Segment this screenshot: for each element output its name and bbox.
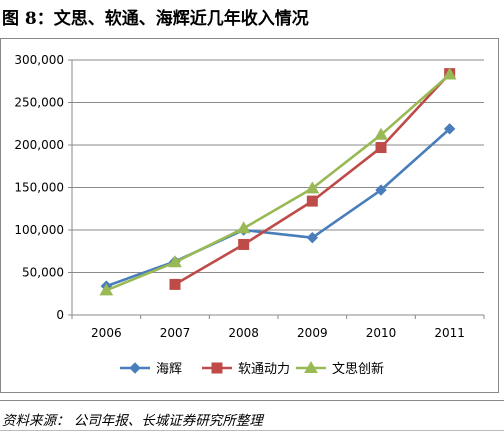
data-point [99,283,114,296]
data-point [305,181,320,194]
figure-title: 图 8：文思、软通、海辉近几年收入情况 [2,9,309,29]
y-tick-label: 250,000 [14,96,64,110]
y-tick-label: 0 [56,308,64,322]
x-tick-label: 2006 [91,326,122,340]
data-point [443,123,456,135]
data-point [169,278,181,290]
data-point [306,231,319,244]
chart-area: 0 50,000 100,000 150,000 200,000 250,000 300,0… [0,38,500,394]
data-point [168,255,182,268]
x-tick-label: 2010 [366,326,397,340]
data-point [442,67,457,80]
series-3 [99,67,457,296]
legend-label: 海辉 [156,362,182,377]
x-tick-label: 2007 [160,326,191,340]
legend-swatch-marker [304,360,318,373]
x-tick-label: 2011 [434,326,465,340]
series-line [105,127,451,288]
y-tick-label: 300,000 [14,53,64,67]
data-point [375,142,387,154]
line-chart: 0 50,000 100,000 150,000 200,000 250,000 300,0… [0,38,499,393]
y-tick-label: 200,000 [14,138,64,152]
legend-label: 文思创新 [332,361,384,377]
y-tick-label: 150,000 [14,181,64,195]
source-note: 资料来源： 公司年报、长城证券研究所整理 [2,413,263,429]
y-tick-label: 100,000 [14,223,64,237]
series-line [105,73,451,292]
data-point [375,184,387,196]
series-2 [169,68,456,290]
chart-border [0,38,499,393]
x-tick-label: 2009 [297,326,328,340]
legend-label: 软通动力 [238,362,290,377]
data-point [374,127,388,140]
divider-line [0,400,504,401]
data-point [306,195,318,207]
bottom-divider-line [0,430,504,431]
legend-swatch-marker [129,362,141,374]
x-tick-label: 2008 [228,326,259,340]
legend-item: 文思创新 [296,360,384,377]
y-tick-label: 50,000 [22,266,64,280]
legend-swatch-marker [211,362,223,374]
data-point [236,221,251,234]
data-point [238,238,250,250]
legend-item: 软通动力 [202,362,290,377]
legend-item: 海辉 [120,362,182,377]
